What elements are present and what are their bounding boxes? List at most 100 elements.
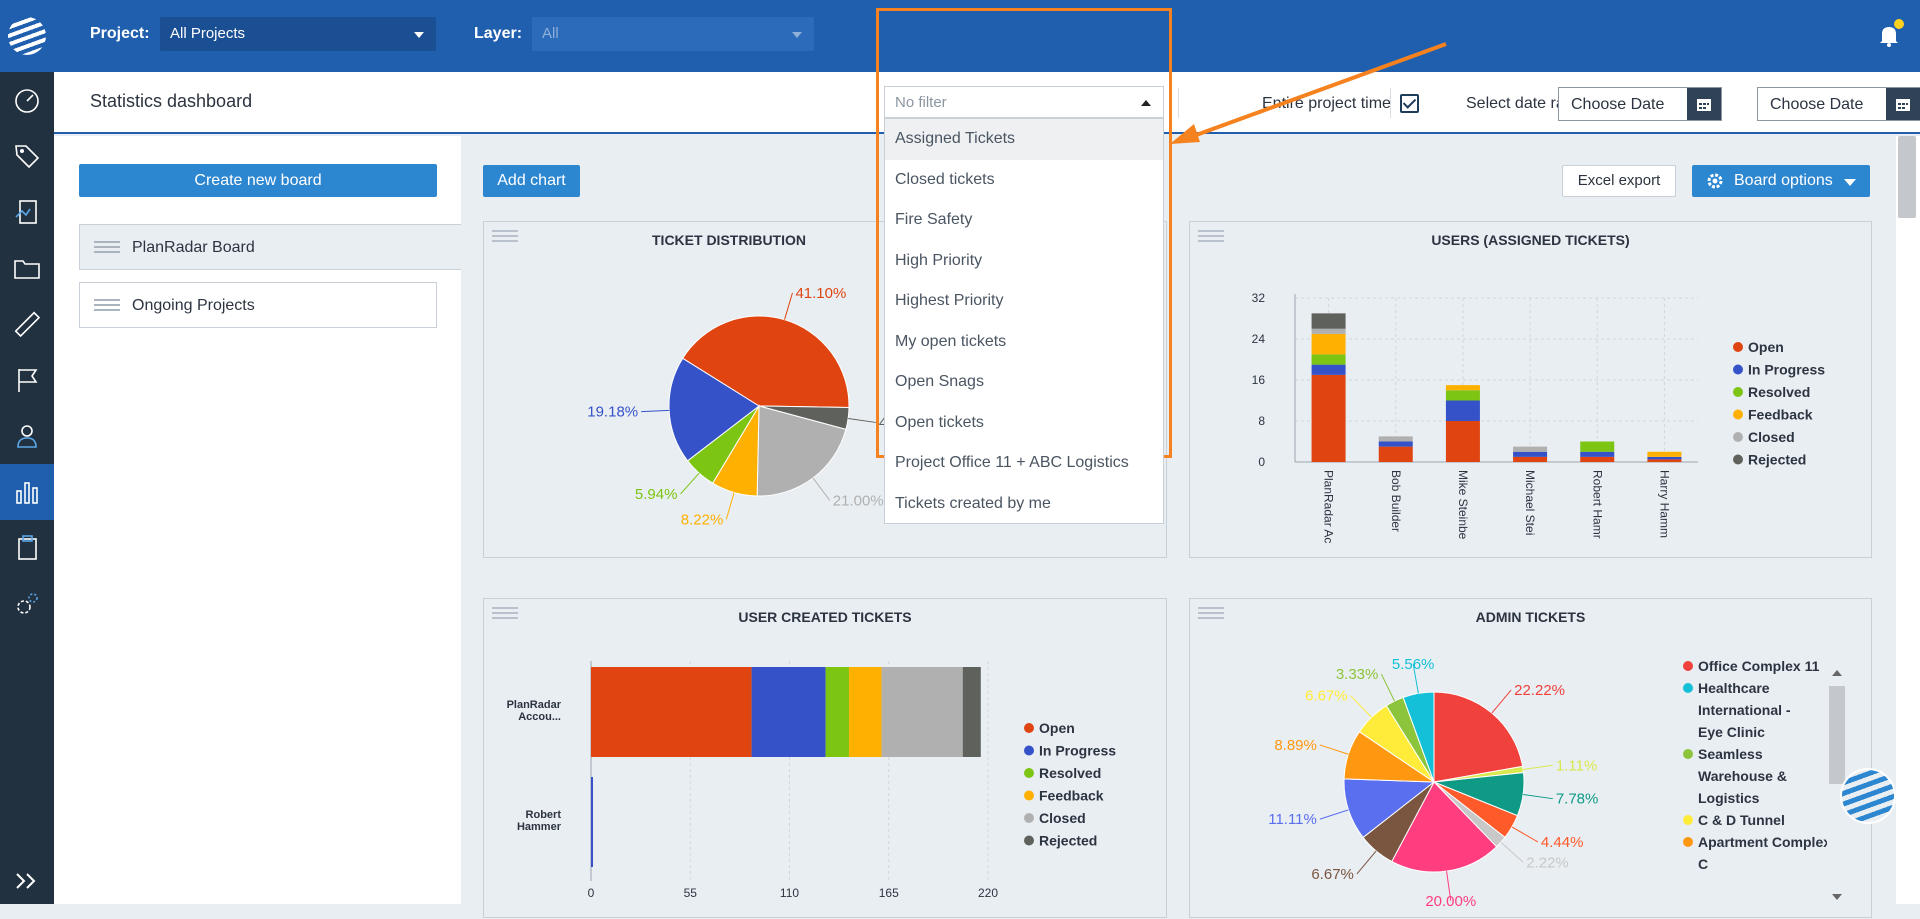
board-options-button[interactable]: Board options <box>1692 165 1870 197</box>
bar-segment[interactable] <box>1378 436 1413 442</box>
scroll-up-arrow-icon[interactable] <box>1832 670 1842 676</box>
chevron-down-icon <box>414 32 424 38</box>
drag-handle-icon[interactable] <box>1198 607 1224 621</box>
legend-scroll-thumb[interactable] <box>1829 686 1845 784</box>
bar-segment[interactable] <box>1311 333 1346 355</box>
bar-segment[interactable] <box>591 777 593 867</box>
bar-segment[interactable] <box>1445 400 1480 422</box>
pie-leader-line <box>1500 841 1524 863</box>
bar-segment[interactable] <box>1580 441 1615 452</box>
board-item-ongoing-projects[interactable]: Ongoing Projects <box>79 282 437 328</box>
pie-data-label: 4.44% <box>1541 834 1584 851</box>
bar-segment[interactable] <box>1311 364 1346 375</box>
filter-option[interactable]: Fire Safety <box>895 211 973 228</box>
bar-segment[interactable] <box>849 667 882 757</box>
drag-handle-icon[interactable] <box>492 607 518 621</box>
end-date-picker[interactable]: Choose Date <box>1757 87 1920 121</box>
y-tick-label: 24 <box>1252 332 1266 346</box>
bar-segment[interactable] <box>1580 456 1615 462</box>
bar-segment[interactable] <box>1647 459 1682 462</box>
entire-project-time-checkbox[interactable] <box>1400 94 1419 113</box>
filter-option[interactable]: Project Office 11 + ABC Logistics <box>895 454 1129 471</box>
filter-option[interactable]: Tickets created by me <box>895 494 1051 512</box>
bar-segment[interactable] <box>1445 390 1480 401</box>
calendar-icon[interactable] <box>1886 88 1920 120</box>
chart-title: ADMIN TICKETS <box>1475 609 1586 625</box>
bar-segment[interactable] <box>1580 451 1615 457</box>
project-select[interactable]: All Projects <box>160 17 436 51</box>
legend-label: Resolved <box>1039 765 1101 781</box>
legend-label: Feedback <box>1039 788 1104 804</box>
nav-dashboard[interactable] <box>0 72 54 128</box>
nav-statistics[interactable] <box>0 464 54 520</box>
nav-documents[interactable] <box>0 240 54 296</box>
pie-data-label: 21.00% <box>833 492 884 509</box>
help-chat-bubble[interactable] <box>1840 768 1896 824</box>
pie-leader-line <box>1350 695 1372 718</box>
pie-slice[interactable] <box>1402 691 1435 783</box>
filter-option[interactable]: Open Snags <box>895 373 984 390</box>
bar-segment[interactable] <box>1647 451 1682 457</box>
legend-label: Resolved <box>1748 384 1810 400</box>
bar-segment[interactable] <box>1513 456 1548 462</box>
create-new-board-button[interactable]: Create new board <box>79 164 437 197</box>
filter-option[interactable]: Closed tickets <box>895 170 995 188</box>
bar-segment[interactable] <box>1445 385 1480 391</box>
nav-settings[interactable] <box>0 576 54 632</box>
scrollbar-thumb[interactable] <box>1898 136 1916 218</box>
bar-segment[interactable] <box>1311 374 1346 462</box>
excel-export-button[interactable]: Excel export <box>1562 165 1676 197</box>
x-tick-label: 55 <box>684 886 698 900</box>
scroll-down-arrow-icon[interactable] <box>1832 894 1842 900</box>
ticket-filter-select[interactable]: No filter <box>884 86 1164 118</box>
layer-select[interactable]: All <box>532 17 814 51</box>
bar-segment[interactable] <box>1513 451 1548 457</box>
nav-milestones[interactable] <box>0 352 54 408</box>
nav-plans[interactable] <box>0 184 54 240</box>
nav-tickets[interactable] <box>0 128 54 184</box>
bar-segment[interactable] <box>825 667 850 757</box>
pie-leader-line <box>1319 809 1349 820</box>
gear-icon <box>1707 173 1723 189</box>
page-scrollbar[interactable] <box>1896 136 1920 904</box>
bar-segment[interactable] <box>1378 441 1413 447</box>
bar-segment[interactable] <box>962 667 981 757</box>
drag-handle-icon[interactable] <box>94 241 120 255</box>
filter-option[interactable]: High Priority <box>895 251 983 269</box>
nav-measure[interactable] <box>0 296 54 352</box>
bar-segment[interactable] <box>1311 354 1346 365</box>
pie-slice[interactable] <box>1391 781 1498 873</box>
add-chart-button[interactable]: Add chart <box>483 165 580 197</box>
drag-handle-icon[interactable] <box>1198 230 1224 244</box>
filter-option[interactable]: Highest Priority <box>895 292 1004 309</box>
bar-segment[interactable] <box>881 667 963 757</box>
bar-segment[interactable] <box>1445 421 1480 462</box>
legend-swatch <box>1683 837 1693 847</box>
filter-option[interactable]: Open tickets <box>895 413 984 431</box>
bar-segment[interactable] <box>591 667 752 757</box>
legend-swatch <box>1024 745 1034 756</box>
bar-segment[interactable] <box>1311 328 1346 334</box>
expand-rail-button[interactable] <box>0 858 54 904</box>
ticket-distribution-pie: 41.10% 4 21.00% 8.22%5.94% 19.18% <box>587 285 887 529</box>
pie-data-label: 8.89% <box>1274 737 1317 754</box>
planradar-logo[interactable] <box>0 0 54 72</box>
nav-reports[interactable] <box>0 520 54 576</box>
board-item-planradar-board[interactable]: PlanRadar Board <box>79 224 461 270</box>
pie-slice[interactable] <box>668 357 760 462</box>
drag-handle-icon[interactable] <box>492 230 518 244</box>
calendar-icon[interactable] <box>1687 88 1721 120</box>
bar-segment[interactable] <box>1378 446 1413 462</box>
drag-handle-icon[interactable] <box>94 299 120 313</box>
bar-segment[interactable] <box>751 667 826 757</box>
start-date-picker[interactable]: Choose Date <box>1558 87 1722 121</box>
notifications-bell[interactable] <box>1876 19 1904 48</box>
bar-segment[interactable] <box>1513 446 1548 452</box>
bar-segment[interactable] <box>1647 456 1682 460</box>
bar-segment[interactable] <box>1311 313 1346 329</box>
filter-option[interactable]: My open tickets <box>895 332 1007 350</box>
legend-label: Open <box>1039 720 1075 736</box>
nav-users[interactable] <box>0 408 54 464</box>
pie-slice[interactable] <box>756 405 847 497</box>
filter-option[interactable]: Assigned Tickets <box>885 119 1163 160</box>
